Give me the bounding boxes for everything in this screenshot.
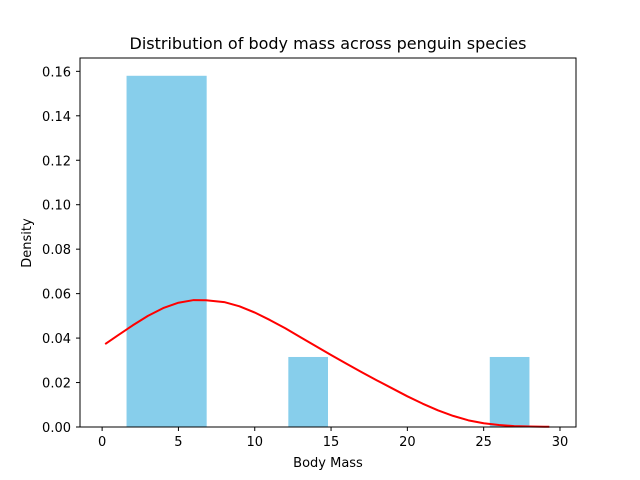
x-tick-label: 5 bbox=[174, 435, 182, 450]
y-tick-label: 0.08 bbox=[42, 243, 71, 258]
y-tick-label: 0.12 bbox=[42, 154, 71, 169]
x-tick-label: 25 bbox=[475, 435, 492, 450]
x-tick-label: 10 bbox=[246, 435, 263, 450]
histogram-bar-3 bbox=[489, 356, 530, 427]
x-axis-label: Body Mass bbox=[293, 456, 363, 471]
y-tick-label: 0.06 bbox=[42, 288, 71, 303]
density-curve-line bbox=[104, 299, 550, 428]
y-tick-label: 0.14 bbox=[42, 110, 71, 125]
axes-frame bbox=[79, 57, 577, 428]
x-tick-label: 15 bbox=[323, 435, 340, 450]
plot-area: 0 5 10 15 20 25 30 0.00 0.02 0.04 0.06 0.08 0.10 0.12… bbox=[42, 57, 577, 450]
y-tick-label: 0.02 bbox=[42, 377, 71, 392]
y-tick-label: 0.10 bbox=[42, 199, 71, 214]
x-tick-label: 20 bbox=[399, 435, 416, 450]
x-tick-label: 0 bbox=[98, 435, 106, 450]
y-tick-label: 0.00 bbox=[42, 421, 71, 436]
x-tick-label: 30 bbox=[552, 435, 569, 450]
histogram-bar-1 bbox=[126, 75, 207, 427]
histogram-bar-2 bbox=[288, 356, 328, 427]
chart-title: Distribution of body mass across penguin… bbox=[130, 34, 527, 53]
y-tick-label: 0.04 bbox=[42, 332, 71, 347]
y-axis-label: Density bbox=[20, 218, 35, 268]
y-tick-label: 0.16 bbox=[42, 65, 71, 80]
